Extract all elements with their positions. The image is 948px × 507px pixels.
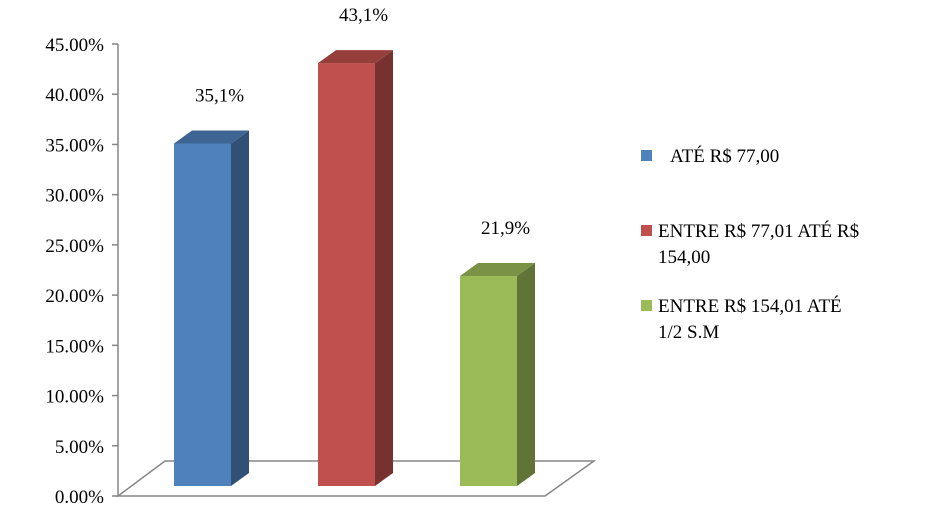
bar-top-face (460, 263, 535, 277)
legend-swatch (641, 225, 652, 236)
y-tick-label: 20.00% (45, 286, 104, 307)
bar-side-face (231, 130, 249, 486)
legend-entry: ENTRE R$ 77,01 ATÉ R$ 154,00 (641, 220, 859, 268)
y-tick-label: 45.00% (45, 35, 104, 56)
chart-bars (174, 50, 535, 487)
y-tick-label: 40.00% (45, 85, 104, 106)
bar-top-face (174, 130, 249, 144)
bar-side-face (375, 50, 393, 487)
bar-side-face (517, 263, 535, 486)
bar-front-face (174, 143, 231, 486)
bar-front-face (318, 63, 375, 487)
bar-top-face (318, 50, 393, 64)
legend-label: ATÉ R$ 77,00 (670, 145, 779, 167)
bar-front-face (460, 276, 517, 486)
legend-label: ENTRE R$ 154,01 ATÉ (658, 295, 842, 317)
legend-entry: ATÉ R$ 77,00 (641, 145, 779, 167)
chart-floor (115, 460, 597, 497)
bar (174, 130, 249, 486)
y-tick-label: 30.00% (45, 186, 104, 207)
legend-label: 154,00 (658, 247, 710, 268)
data-label: 21,9% (481, 218, 530, 239)
y-tick-label: 10.00% (45, 387, 104, 408)
y-tick-label: 25.00% (45, 236, 104, 257)
y-tick-label: 0.00% (55, 487, 104, 507)
y-tick-label: 15.00% (45, 336, 104, 357)
chart-data-labels: 35,1% 43,1% 21,9% (195, 5, 530, 239)
legend-label: ENTRE R$ 77,01 ATÉ R$ (658, 220, 859, 242)
y-tick-label: 35.00% (45, 135, 104, 156)
legend-swatch (641, 150, 652, 161)
bar (318, 50, 393, 487)
data-label: 43,1% (339, 5, 388, 26)
legend-label: 1/2 S.M (658, 322, 719, 343)
legend-entry: ENTRE R$ 154,01 ATÉ 1/2 S.M (641, 295, 842, 343)
y-tick-label: 5.00% (55, 437, 104, 458)
legend-swatch (641, 300, 652, 311)
bar (460, 263, 535, 486)
data-label: 35,1% (195, 85, 244, 106)
chart-axes: 0.00% 5.00% 10.00% 15.00% 20.00% 25.00% 30.00%… (45, 35, 597, 507)
